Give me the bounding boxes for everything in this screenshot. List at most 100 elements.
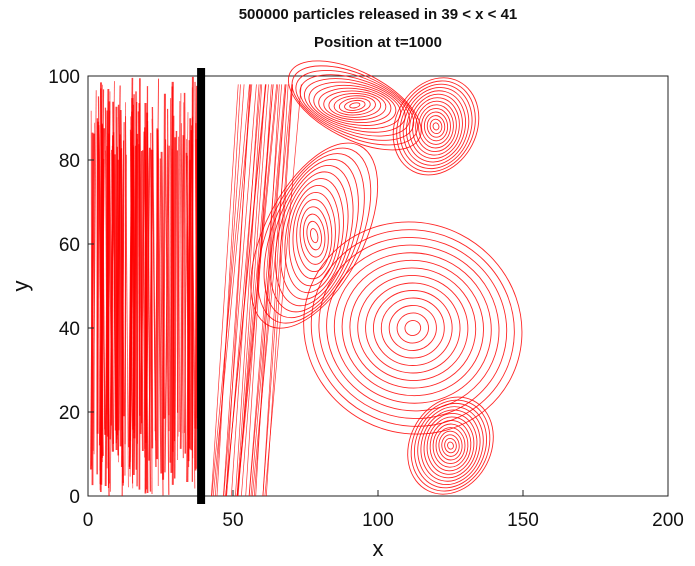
eddy-contour: [318, 87, 392, 123]
eddy-contour: [365, 282, 461, 374]
particle-filament: [212, 84, 253, 497]
eddy-contour: [349, 102, 361, 109]
x-tick-label: 200: [652, 510, 684, 531]
eddy-contour: [412, 97, 460, 156]
x-axis: 0 50 100 150 200: [83, 490, 684, 531]
eddy-contour: [380, 297, 445, 359]
eddy-contour: [288, 184, 340, 287]
eddy-contour: [303, 213, 326, 258]
eddy-contour: [435, 427, 466, 465]
eddy-contour: [409, 93, 463, 160]
particle-filament: [237, 84, 279, 497]
y-tick-label: 0: [69, 487, 80, 508]
particle-filament: [211, 84, 250, 497]
eddy-contour: [404, 320, 422, 336]
y-tick-label: 80: [59, 151, 80, 172]
eddy-contour: [299, 74, 411, 137]
eddy-contour: [429, 118, 443, 135]
eddy-contour: [344, 99, 366, 111]
particle-streak: [186, 159, 192, 482]
y-tick-label: 60: [59, 235, 80, 256]
eddy-contour: [372, 290, 453, 366]
eddy-contour: [308, 81, 402, 130]
eddy-contour: [388, 305, 437, 351]
eddy-contour: [423, 111, 449, 142]
eddy-contour: [299, 206, 329, 265]
eddy-contour: [447, 441, 454, 450]
particle-filament: [235, 84, 263, 497]
eddy-contour: [291, 65, 419, 146]
eddy-contour: [423, 412, 478, 479]
particle-streak: [188, 129, 192, 440]
eddy-contour: [396, 312, 429, 344]
eddy-contour: [421, 107, 451, 145]
particle-streak: [138, 103, 144, 452]
chart-subtitle: Position at t=1000: [314, 34, 442, 51]
eddy-contour: [406, 90, 466, 163]
eddy-contour: [438, 430, 463, 461]
particle-filament: [215, 84, 245, 497]
eddy-contour: [263, 153, 365, 319]
particle-filament: [262, 84, 289, 497]
eddy-contour: [432, 423, 469, 468]
y-axis: 0 20 40 60 80 100: [48, 67, 94, 508]
eddy-contour: [318, 236, 508, 420]
eddy-contour: [349, 267, 477, 389]
y-tick-label: 20: [59, 403, 80, 424]
particle-streak: [125, 102, 129, 488]
particle-filament: [250, 84, 287, 497]
particle-streak: [90, 133, 96, 470]
eddy-contour: [426, 115, 446, 138]
particle-streak: [179, 135, 185, 449]
particle-filament: [210, 84, 239, 497]
eddy-contour: [341, 259, 484, 397]
particle-streak: [183, 92, 187, 454]
eddy-contour: [338, 97, 371, 114]
eddy-contour: [426, 416, 475, 475]
particle-streak: [168, 98, 172, 432]
eddy-contour: [420, 409, 481, 482]
particle-streak: [117, 159, 122, 447]
particle-filament: [237, 84, 274, 497]
eddy-contour: [309, 228, 319, 244]
particle-streak: [160, 151, 166, 419]
x-axis-label: x: [373, 536, 384, 561]
particle-filament: [216, 84, 241, 497]
eddy-contour: [310, 229, 515, 427]
particle-streak: [170, 81, 174, 473]
particle-filament: [253, 84, 287, 497]
particle-streak: [182, 102, 185, 434]
eddy-contour: [328, 92, 382, 118]
x-tick-label: 100: [362, 510, 394, 531]
particle-streak: [120, 148, 124, 483]
particle-streak: [173, 130, 178, 479]
eddy-contour: [313, 84, 397, 126]
particle-filament: [262, 84, 293, 497]
eddy-contour: [274, 165, 354, 307]
particle-streak: [114, 154, 120, 456]
particle-streak: [146, 121, 152, 492]
x-tick-label: 50: [222, 510, 243, 531]
eddy-contour: [292, 191, 336, 280]
eddy-contour: [250, 142, 379, 329]
x-tick-label: 0: [83, 510, 94, 531]
eddy-contour: [418, 104, 454, 149]
particle-streak: [129, 104, 134, 463]
particle-streak: [128, 131, 133, 448]
particle-streak: [178, 93, 182, 432]
eddy-contour: [410, 399, 491, 492]
eddy-contour: [333, 95, 376, 116]
y-axis-label: y: [8, 281, 33, 292]
particle-streak: [110, 135, 114, 426]
particle-filament: [225, 84, 267, 497]
particle-streak: [104, 89, 110, 486]
eddy-contour: [306, 220, 322, 251]
particle-streak: [132, 145, 137, 430]
eddy-contour: [296, 199, 333, 273]
particle-streak: [145, 147, 151, 443]
eddy-contour: [432, 122, 440, 131]
chart-title: 500000 particles released in 39 < x < 41: [238, 6, 518, 23]
particle-filament: [241, 84, 274, 497]
particle-streak: [150, 149, 154, 449]
particle-filament: [248, 84, 286, 497]
